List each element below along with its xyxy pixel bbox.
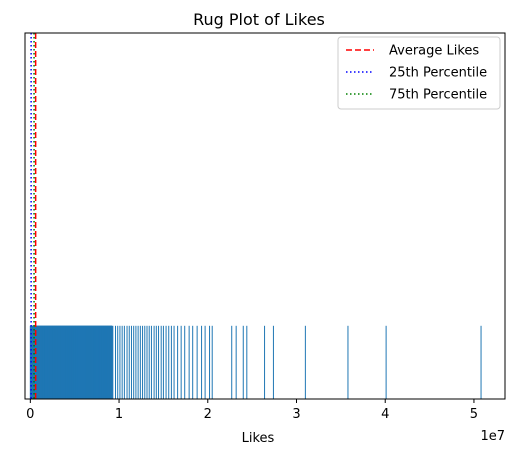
x-tick-label: 3 (292, 407, 300, 422)
x-tick-label: 0 (26, 407, 34, 422)
plot-frame (24, 32, 506, 400)
x-tick-label: 5 (470, 407, 478, 422)
legend: Average Likes 25th Percentile 75th Percent… (337, 36, 501, 110)
reference-lines (30, 33, 37, 399)
rug-marks (29, 325, 482, 399)
legend-label: Average Likes (389, 44, 479, 59)
legend-box (337, 36, 501, 110)
x-tick-label: 4 (381, 407, 389, 422)
x-axis-label: Likes (242, 431, 275, 446)
x-tick-label: 1 (115, 407, 123, 422)
chart-title: Rug Plot of Likes (193, 10, 325, 29)
x-axis-offset-label: 1e7 (480, 429, 505, 444)
x-tick-label: 2 (204, 407, 212, 422)
x-axis-ticks: 0 1 2 3 4 5 (26, 399, 478, 422)
legend-label: 25th Percentile (389, 66, 487, 81)
legend-label: 75th Percentile (389, 88, 487, 103)
